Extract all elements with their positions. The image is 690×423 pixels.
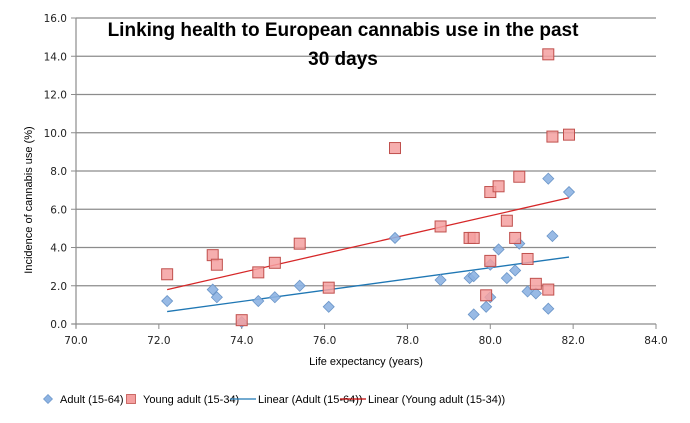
adult-data-point <box>252 294 265 308</box>
x-tick-label: 82.0 <box>561 335 584 347</box>
legend-label: Adult (15-64) <box>60 394 124 406</box>
young-adult-data-point <box>542 283 555 296</box>
young-adult-data-point <box>389 142 401 155</box>
adult-data-point <box>542 302 555 315</box>
young-adult-data-point <box>484 254 497 267</box>
adult-data-point <box>388 231 402 245</box>
young-adult-data-point <box>513 170 526 183</box>
y-tick-label: 8.0 <box>50 166 67 178</box>
gridlines <box>76 17 656 287</box>
young-adult-data-point <box>542 48 555 61</box>
legend-label: Young adult (15-34) <box>143 394 239 406</box>
chart-title-line-1: Linking health to European cannabis use … <box>108 20 580 41</box>
young-adult-data-point <box>268 256 281 269</box>
adult-data-point <box>509 264 522 277</box>
young-adult-data-point <box>235 314 248 327</box>
y-tick-label: 2.0 <box>50 281 67 293</box>
young-adult-data-point <box>492 180 505 193</box>
legend: Adult (15-64) Young adult (15-34) Linear (… <box>43 394 505 406</box>
young-adult-data-point <box>546 130 559 143</box>
x-tick-label: 84.0 <box>644 335 667 347</box>
adult-data-point <box>322 300 335 313</box>
y-tick-label: 6.0 <box>50 204 67 216</box>
x-tick-label: 74.0 <box>230 335 253 347</box>
young-adult-data-point <box>480 289 493 302</box>
x-tick-label: 78.0 <box>396 335 419 347</box>
legend-square-icon <box>126 394 136 404</box>
adult-data-point <box>492 243 505 256</box>
adult-data-point <box>210 291 223 304</box>
adult-data-point <box>467 308 480 321</box>
x-tick-label: 72.0 <box>147 335 170 347</box>
adult-data-point <box>562 185 576 199</box>
young-adult-data-point <box>293 237 306 250</box>
y-axis-title: Incidence of cannabis use (%) <box>23 126 35 273</box>
adult-data-point <box>206 283 219 296</box>
y-tick-label: 14.0 <box>44 51 67 63</box>
young-adult-data-point <box>509 231 522 244</box>
young-adult-data-point <box>252 266 265 279</box>
y-tick-label: 0.0 <box>50 319 67 331</box>
trendline <box>167 256 570 313</box>
y-tick-label: 4.0 <box>50 243 67 255</box>
adult-data-point <box>293 279 306 292</box>
young-adult-data-point <box>322 281 335 294</box>
chart-title-line-2: 30 days <box>308 49 378 70</box>
x-axis-title: Life expectancy (years) <box>309 356 423 368</box>
x-tick-label: 80.0 <box>479 335 502 347</box>
y-axis-ticks: 0.0 2.0 4.0 6.0 8.0 10.0 12.0 14.0 16.0 <box>44 13 76 331</box>
trendlines <box>166 197 570 313</box>
young-adult-data-point <box>529 277 542 290</box>
young-adult-data-point <box>467 231 480 244</box>
trendline <box>166 197 570 291</box>
adult-data-point <box>529 287 542 300</box>
legend-label: Linear (Young adult (15-34)) <box>368 394 505 406</box>
adult-data-point <box>434 273 447 287</box>
adult-data-point <box>268 291 281 304</box>
adult-data-point <box>500 272 513 285</box>
young-adult-data-point <box>521 252 534 265</box>
x-axis-ticks: 70.0 72.0 74.0 76.0 78.0 80.0 82.0 84.0 <box>64 324 668 347</box>
legend-diamond-icon <box>43 394 53 404</box>
y-tick-label: 12.0 <box>44 90 67 102</box>
axes <box>72 18 656 328</box>
young-adult-data-point <box>434 220 447 233</box>
y-tick-label: 10.0 <box>44 128 67 140</box>
young-adult-data-point <box>161 268 174 281</box>
x-tick-label: 70.0 <box>64 335 87 347</box>
adult-data-point <box>480 300 493 313</box>
young-adult-data-point <box>210 258 223 271</box>
young-adult-data-point <box>563 128 575 141</box>
x-tick-label: 76.0 <box>313 335 336 347</box>
adult-data-point <box>546 229 559 243</box>
adult-data-point <box>467 270 480 283</box>
data-points <box>161 48 576 329</box>
young-adult-data-point <box>500 214 513 227</box>
adult-data-point <box>161 294 174 308</box>
y-tick-label: 16.0 <box>44 13 67 25</box>
adult-data-point <box>542 172 555 185</box>
legend-label: Linear (Adult (15-64)) <box>258 394 363 406</box>
